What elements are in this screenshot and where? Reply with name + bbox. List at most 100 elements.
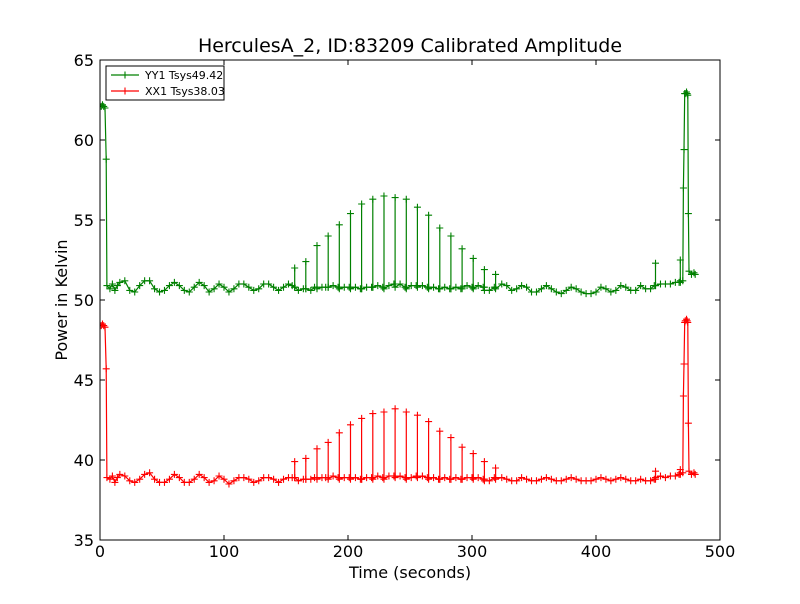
data-point (402, 475, 410, 483)
data-point (683, 317, 691, 325)
data-point (265, 474, 273, 482)
data-point (447, 285, 455, 293)
data-point (458, 475, 466, 483)
data-point (587, 290, 595, 298)
data-point (552, 288, 560, 296)
data-point (691, 470, 699, 478)
data-point (402, 285, 410, 293)
data-point (469, 475, 477, 483)
data-point (116, 470, 124, 478)
data-point (275, 286, 283, 294)
data-point (151, 475, 159, 483)
data-point (413, 411, 421, 419)
data-point (335, 429, 343, 437)
x-tick-label: 200 (333, 542, 364, 561)
data-point (131, 288, 139, 296)
data-point (402, 195, 410, 203)
data-point (170, 278, 178, 286)
axes-layer: 0 100 200 300 400 500 35 40 45 50 55 60 65 (74, 51, 736, 561)
plot-area (100, 60, 720, 540)
data-point (542, 282, 550, 290)
data-point (637, 282, 645, 290)
data-point (175, 282, 183, 290)
data-point (396, 280, 404, 288)
data-point (632, 286, 640, 294)
data-point (335, 285, 343, 293)
data-point (346, 475, 354, 483)
data-point (666, 280, 674, 288)
data-point (265, 280, 273, 288)
data-point (671, 472, 679, 480)
data-point (676, 256, 684, 264)
data-point (617, 474, 625, 482)
legend-label: XX1 Tsys38.03 (145, 85, 225, 98)
data-point (250, 478, 258, 486)
data-point (607, 288, 615, 296)
data-point (102, 155, 110, 163)
data-point (441, 474, 449, 482)
data-point (447, 475, 455, 483)
data-point (307, 475, 315, 483)
y-tick-label: 65 (74, 51, 94, 70)
data-point (313, 445, 321, 453)
legend-entry-2: XX1 Tsys38.03 (111, 85, 225, 98)
data-point (369, 195, 377, 203)
data-point (215, 472, 223, 480)
data-point (160, 478, 168, 486)
data-point (275, 478, 283, 486)
data-point (683, 88, 691, 96)
data-point (691, 270, 699, 278)
data-point (170, 470, 178, 478)
data-point (690, 469, 698, 477)
data-point (200, 282, 208, 290)
data-point (329, 472, 337, 480)
data-point (391, 405, 399, 413)
data-point (492, 285, 500, 293)
data-point (612, 475, 620, 483)
data-point (351, 283, 359, 291)
data-point (567, 283, 575, 291)
data-point (324, 283, 332, 291)
data-point (562, 286, 570, 294)
data-point (324, 232, 332, 240)
data-point (391, 194, 399, 202)
data-point (542, 474, 550, 482)
data-point (480, 266, 488, 274)
data-point (280, 283, 288, 291)
data-point (324, 475, 332, 483)
data-point (690, 269, 698, 277)
data-point (358, 200, 366, 208)
data-point (106, 285, 114, 293)
data-point (313, 242, 321, 250)
data-point (469, 254, 477, 262)
data-point (436, 475, 444, 483)
data-point (413, 203, 421, 211)
data-point (103, 282, 111, 290)
data-point (513, 285, 521, 293)
data-point (402, 408, 410, 416)
data-point (358, 285, 366, 293)
data-point (151, 285, 159, 293)
data-point (374, 472, 382, 480)
data-point (447, 232, 455, 240)
data-point (291, 474, 299, 482)
data-point (680, 360, 688, 368)
data-point (136, 475, 144, 483)
data-point (190, 475, 198, 483)
data-point (617, 282, 625, 290)
data-point (165, 282, 173, 290)
data-point (597, 283, 605, 291)
data-point (498, 474, 506, 482)
data-point (180, 286, 188, 294)
data-point (346, 421, 354, 429)
data-point (100, 322, 108, 330)
data-point (452, 474, 460, 482)
data-point (572, 475, 580, 483)
data-point (413, 283, 421, 291)
data-point (245, 283, 253, 291)
data-point (592, 288, 600, 296)
data-point (679, 184, 687, 192)
data-point (175, 474, 183, 482)
data-point (146, 277, 154, 285)
